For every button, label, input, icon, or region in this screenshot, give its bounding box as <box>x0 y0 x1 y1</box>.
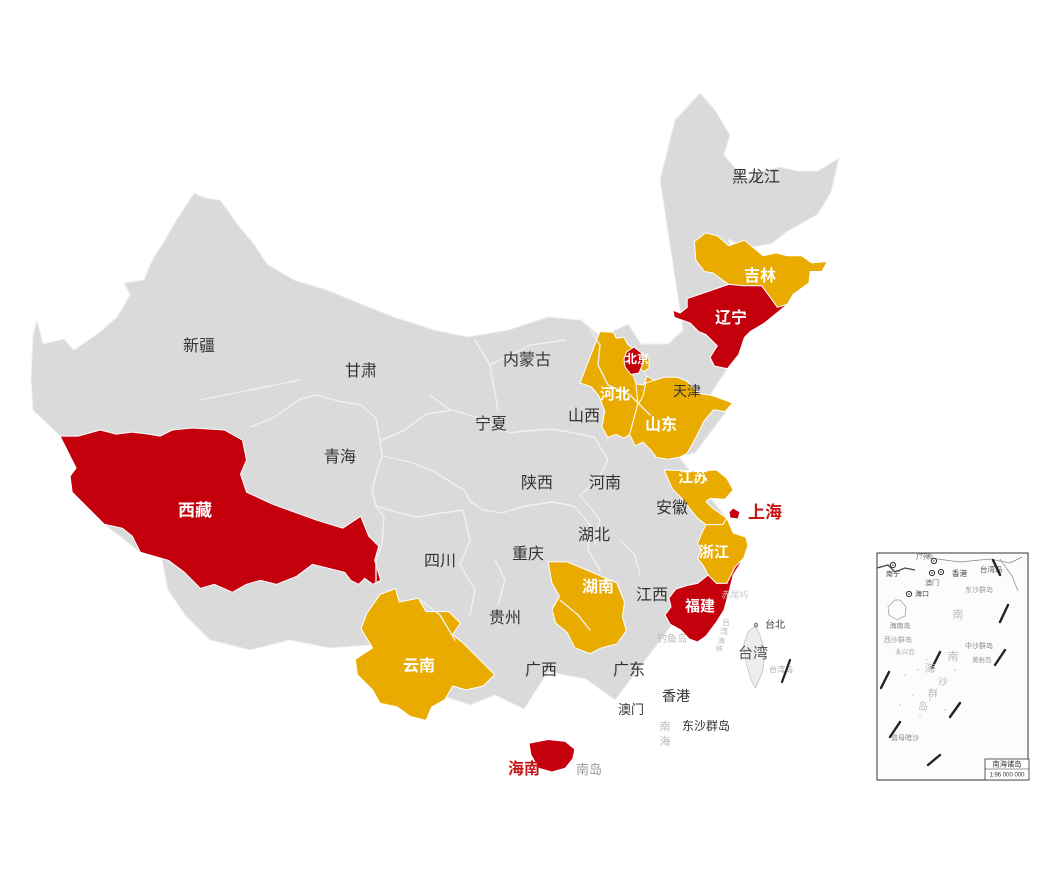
svg-text:天津: 天津 <box>673 383 701 399</box>
svg-text:浙江: 浙江 <box>699 543 729 561</box>
svg-text:广西: 广西 <box>525 661 557 679</box>
svg-text:南: 南 <box>948 650 959 663</box>
svg-text:中沙群岛: 中沙群岛 <box>965 641 993 650</box>
svg-text:台湾: 台湾 <box>738 645 768 662</box>
svg-text:北京: 北京 <box>625 351 649 366</box>
svg-text:南岛: 南岛 <box>576 762 602 777</box>
svg-text:南宁: 南宁 <box>886 569 900 578</box>
svg-text:东沙群岛: 东沙群岛 <box>682 718 730 733</box>
svg-text:永兴岛: 永兴岛 <box>895 647 915 656</box>
svg-text:东沙群岛: 东沙群岛 <box>965 585 993 594</box>
svg-text:台: 台 <box>722 617 730 627</box>
svg-text:广州: 广州 <box>916 552 930 561</box>
svg-text:曾母暗沙: 曾母暗沙 <box>891 733 919 742</box>
svg-text:海: 海 <box>718 636 725 645</box>
svg-text:台北: 台北 <box>765 618 785 631</box>
svg-text:1:96 000 000: 1:96 000 000 <box>989 773 1025 779</box>
svg-text:澳门: 澳门 <box>618 702 644 717</box>
svg-text:沙: 沙 <box>938 676 948 688</box>
svg-text:四川: 四川 <box>424 553 456 570</box>
svg-text:辽宁: 辽宁 <box>715 308 747 327</box>
svg-text:钓鱼岛: 钓鱼岛 <box>657 632 687 645</box>
svg-text:群: 群 <box>928 687 938 700</box>
svg-text:台湾岛: 台湾岛 <box>769 664 793 674</box>
svg-text:吉林: 吉林 <box>744 267 776 285</box>
svg-text:福建: 福建 <box>685 597 715 615</box>
svg-text:黄岩岛: 黄岩岛 <box>972 655 992 664</box>
svg-text:南: 南 <box>953 608 964 621</box>
svg-text:澳门: 澳门 <box>925 578 939 587</box>
svg-text:山东: 山东 <box>645 415 677 434</box>
svg-text:内蒙古: 内蒙古 <box>503 351 551 369</box>
svg-text:香港: 香港 <box>952 568 967 578</box>
svg-text:安徽: 安徽 <box>656 499 688 517</box>
svg-text:甘肃: 甘肃 <box>345 362 377 380</box>
svg-text:江西: 江西 <box>636 586 668 604</box>
svg-text:陕西: 陕西 <box>521 474 553 492</box>
svg-text:湖北: 湖北 <box>578 526 610 544</box>
svg-text:山西: 山西 <box>568 407 600 425</box>
svg-text:上海: 上海 <box>748 503 782 522</box>
svg-text:贵州: 贵州 <box>489 609 521 627</box>
svg-text:海南岛: 海南岛 <box>890 621 911 630</box>
svg-text:广东: 广东 <box>613 661 645 679</box>
svg-text:赤尾屿: 赤尾屿 <box>721 590 748 600</box>
svg-text:云南: 云南 <box>403 657 435 675</box>
svg-text:岛: 岛 <box>918 700 928 713</box>
svg-text:海南: 海南 <box>508 760 540 778</box>
svg-text:南: 南 <box>660 720 671 733</box>
svg-text:海: 海 <box>660 734 671 748</box>
svg-text:青海: 青海 <box>324 448 356 466</box>
svg-text:香港: 香港 <box>662 688 690 704</box>
svg-text:河南: 河南 <box>589 474 621 492</box>
svg-text:西沙群岛: 西沙群岛 <box>884 635 912 644</box>
svg-text:河北: 河北 <box>600 386 630 403</box>
svg-text:重庆: 重庆 <box>512 545 544 563</box>
svg-text:湾: 湾 <box>720 626 728 636</box>
svg-text:西藏: 西藏 <box>178 501 212 520</box>
svg-text:新疆: 新疆 <box>183 337 215 355</box>
svg-text:江苏: 江苏 <box>678 469 708 486</box>
svg-text:湖南: 湖南 <box>582 578 614 596</box>
svg-text:南海诸岛: 南海诸岛 <box>992 760 1021 769</box>
svg-text:峡: 峡 <box>716 644 723 653</box>
svg-text:海口: 海口 <box>915 589 929 598</box>
svg-text:海: 海 <box>925 661 936 675</box>
svg-text:黑龙江: 黑龙江 <box>732 168 780 186</box>
svg-text:宁夏: 宁夏 <box>475 415 507 433</box>
